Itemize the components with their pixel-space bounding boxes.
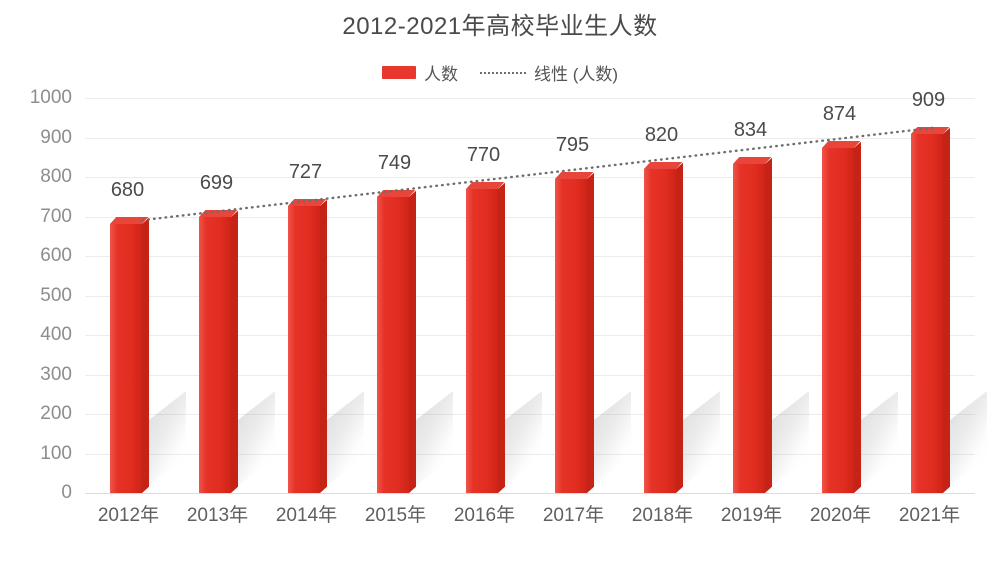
x-axis-tick-label: 2019年 <box>720 505 783 526</box>
legend-item-trend[interactable]: 线性 (人数) <box>479 60 619 85</box>
x-axis-tick-label: 2015年 <box>364 505 427 526</box>
x-axis-tick-label: 2013年 <box>186 505 249 526</box>
bar-value-labels: 680 699 727 749 770 795 820 834 874 909 <box>85 89 975 493</box>
x-axis-tick-label: 2012年 <box>97 505 160 526</box>
bar[interactable] <box>109 217 149 493</box>
y-axis-tick-label: 100 <box>40 442 72 464</box>
bar[interactable] <box>376 190 416 493</box>
bar-value-label: 909 <box>911 88 946 111</box>
x-axis-tick-label: 2020年 <box>809 505 872 526</box>
bar-front-face <box>643 169 676 493</box>
bar[interactable] <box>465 181 505 493</box>
bar-front-face <box>554 178 587 493</box>
legend-label-trend: 线性 (人数) <box>533 65 619 84</box>
bar-front-face <box>198 216 231 493</box>
bar-value-label: 680 <box>110 179 145 202</box>
x-axis-labels: 2012年 2013年 2014年 2015年 2016年 2017年 2018年 2019年… <box>85 500 975 534</box>
y-axis-tick-label: 900 <box>40 126 72 148</box>
bar[interactable] <box>643 162 683 493</box>
y-axis-labels: 1000 900 800 700 600 500 400 300 200 100 0 <box>0 87 78 503</box>
y-axis-tick-label: 800 <box>40 166 72 187</box>
gridline <box>85 493 975 494</box>
legend-item-count[interactable]: 人数 <box>381 60 458 85</box>
bar[interactable] <box>554 171 594 493</box>
bar-front-face <box>287 205 320 493</box>
y-axis-tick-label: 700 <box>40 205 72 227</box>
gridline <box>85 453 975 455</box>
bar-value-label: 699 <box>199 171 234 194</box>
bar-value-label: 727 <box>288 160 323 183</box>
x-axis-tick-label: 2021年 <box>898 505 961 526</box>
gridline <box>85 98 975 99</box>
gridline <box>85 295 975 297</box>
gridline <box>85 256 975 257</box>
bar-value-label: 874 <box>822 102 857 125</box>
bar-front-face <box>465 188 498 493</box>
y-axis-tick-label: 0 <box>61 482 72 503</box>
bar-value-label: 834 <box>733 118 768 141</box>
bar[interactable] <box>198 209 238 493</box>
chart-legend: 人数 线性 (人数) <box>0 60 1000 85</box>
gridline <box>85 414 975 415</box>
y-axis-tick-label: 1000 <box>29 87 72 108</box>
plot-area: 680 699 727 749 770 795 820 834 874 909 <box>85 89 987 494</box>
x-axis-tick-label: 2014年 <box>275 505 338 526</box>
bar-front-face <box>376 197 409 493</box>
x-axis-tick-label: 2017年 <box>542 505 605 526</box>
legend-dotted-line-icon <box>479 71 526 74</box>
y-axis-tick-label: 200 <box>40 403 72 424</box>
y-axis-tick-label: 600 <box>40 245 72 266</box>
x-axis-tick-label: 2018年 <box>631 505 694 526</box>
chart-title: 2012-2021年高校毕业生人数 <box>342 13 658 40</box>
bar-value-label: 770 <box>466 143 501 166</box>
bar-front-face <box>109 224 142 493</box>
gridline <box>85 374 975 376</box>
y-axis-tick-label: 500 <box>40 284 72 306</box>
gridline <box>85 335 975 336</box>
y-axis-tick-label: 300 <box>40 363 72 385</box>
legend-label-count: 人数 <box>423 65 458 84</box>
bar-value-label: 820 <box>644 124 679 147</box>
x-axis-tick-label: 2016年 <box>453 505 516 526</box>
bar-value-label: 749 <box>377 152 412 175</box>
bar-value-label: 795 <box>555 133 590 156</box>
y-axis-tick-label: 400 <box>40 324 72 345</box>
bar[interactable] <box>287 198 327 493</box>
legend-swatch-icon <box>381 66 416 79</box>
